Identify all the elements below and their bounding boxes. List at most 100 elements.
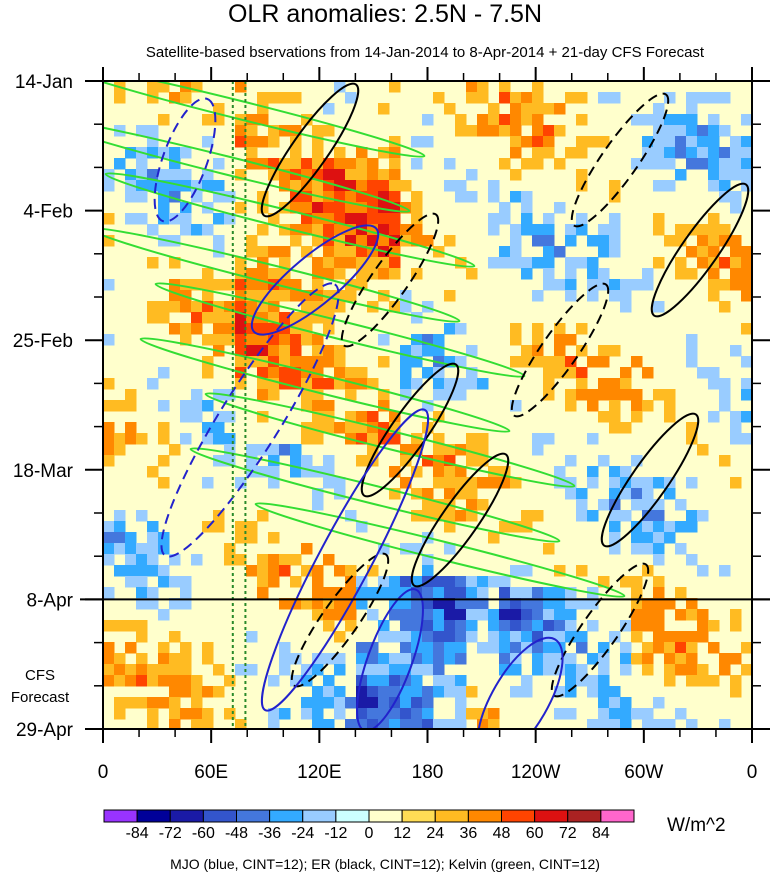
olr-anomaly-cell (345, 719, 357, 729)
olr-anomaly-cell (587, 433, 599, 445)
olr-anomaly-cell (719, 158, 731, 170)
olr-anomaly-cell (620, 642, 632, 654)
olr-anomaly-cell (433, 378, 445, 390)
olr-anomaly-cell (444, 488, 456, 500)
olr-anomaly-cell (345, 620, 357, 632)
olr-anomaly-cell (521, 675, 533, 687)
olr-anomaly-cell (444, 620, 456, 632)
olr-anomaly-cell (268, 719, 280, 729)
olr-anomaly-cell (411, 224, 423, 236)
olr-anomaly-cell (565, 224, 577, 236)
olr-anomaly-cell (499, 114, 511, 126)
olr-anomaly-cell (103, 653, 115, 665)
olr-anomaly-cell (741, 389, 752, 401)
olr-anomaly-cell (158, 301, 170, 313)
olr-anomaly-cell (730, 675, 742, 687)
olr-anomaly-cell (235, 356, 247, 368)
olr-anomaly-cell (268, 477, 280, 489)
olr-anomaly-cell (554, 158, 566, 170)
olr-anomaly-cell (598, 378, 610, 390)
olr-anomaly-cell (389, 708, 401, 720)
kelvin-contour (104, 172, 476, 268)
olr-anomaly-cell (708, 620, 720, 632)
olr-anomaly-cell (356, 697, 368, 709)
olr-anomaly-cell (334, 246, 346, 258)
olr-anomaly-cell (422, 488, 434, 500)
olr-anomaly-cell (532, 235, 544, 247)
olr-anomaly-cell (191, 675, 203, 687)
olr-anomaly-cell (653, 136, 665, 148)
olr-anomaly-cell (466, 444, 478, 456)
olr-anomaly-cell (279, 169, 291, 181)
olr-anomaly-cell (356, 378, 368, 390)
olr-anomaly-cell (543, 378, 555, 390)
olr-anomaly-cell (323, 125, 335, 137)
olr-anomaly-cell (565, 147, 577, 159)
olr-anomaly-cell (356, 235, 368, 247)
olr-anomaly-cell (378, 620, 390, 632)
olr-anomaly-cell (543, 279, 555, 291)
olr-anomaly-cell (554, 631, 566, 643)
olr-anomaly-cell (675, 147, 687, 159)
olr-anomaly-cell (389, 81, 401, 93)
olr-anomaly-cell (378, 576, 390, 588)
olr-anomaly-cell (598, 411, 610, 423)
olr-anomaly-cell (433, 609, 445, 621)
olr-anomaly-cell (598, 664, 610, 676)
olr-anomaly-cell (279, 279, 291, 291)
olr-anomaly-cell (213, 191, 225, 203)
olr-anomaly-cell (532, 136, 544, 148)
olr-anomaly-cell (697, 444, 709, 456)
olr-anomaly-cell (543, 356, 555, 368)
olr-anomaly-cell (477, 125, 489, 137)
olr-anomaly-cell (257, 114, 269, 126)
olr-anomaly-cell (169, 631, 181, 643)
olr-anomaly-cell (400, 697, 412, 709)
olr-anomaly-cell (708, 180, 720, 192)
olr-anomaly-cell (400, 290, 412, 302)
olr-anomaly-cell (103, 169, 115, 181)
olr-anomaly-cell (730, 246, 742, 258)
olr-anomaly-cell (521, 510, 533, 522)
olr-anomaly-cell (653, 532, 665, 544)
kelvin-contour (254, 502, 626, 598)
olr-anomaly-cell (708, 147, 720, 159)
olr-anomaly-cell (422, 510, 434, 522)
olr-anomaly-cell (598, 499, 610, 511)
olr-anomaly-cell (499, 202, 511, 214)
olr-anomaly-cell (180, 301, 192, 313)
olr-anomaly-cell (334, 290, 346, 302)
olr-anomaly-cell (499, 598, 511, 610)
olr-anomaly-cell (433, 598, 445, 610)
olr-anomaly-cell (290, 598, 302, 610)
olr-anomaly-cell (268, 444, 280, 456)
olr-anomaly-cell (224, 279, 236, 291)
olr-anomaly-cell (730, 235, 742, 247)
olr-anomaly-cell (400, 631, 412, 643)
olr-anomaly-cell (521, 224, 533, 236)
colorbar-swatch (269, 809, 304, 823)
olr-anomaly-cell (312, 411, 324, 423)
olr-anomaly-cell (334, 488, 346, 500)
olr-anomaly-cell (268, 576, 280, 588)
olr-anomaly-cell (697, 235, 709, 247)
olr-anomaly-cell (444, 158, 456, 170)
olr-anomaly-cell (433, 433, 445, 445)
olr-anomaly-cell (510, 246, 522, 258)
er-contour (410, 452, 510, 588)
olr-anomaly-cell (609, 708, 621, 720)
olr-anomaly-cell (169, 708, 181, 720)
colorbar-swatch (600, 809, 635, 823)
olr-anomaly-cell (103, 444, 115, 456)
olr-anomaly-cell (301, 202, 313, 214)
chart-subtitle: Satellite-based bservations from 14-Jan-… (145, 44, 705, 61)
olr-anomaly-cell (455, 510, 467, 522)
olr-anomaly-cell (708, 411, 720, 423)
olr-anomaly-cell (620, 620, 632, 632)
olr-anomaly-cell (664, 400, 676, 412)
olr-anomaly-cell (433, 477, 445, 489)
olr-anomaly-cell (609, 631, 621, 643)
olr-anomaly-cell (488, 532, 500, 544)
olr-anomaly-cell (609, 400, 621, 412)
olr-anomaly-cell (378, 268, 390, 280)
